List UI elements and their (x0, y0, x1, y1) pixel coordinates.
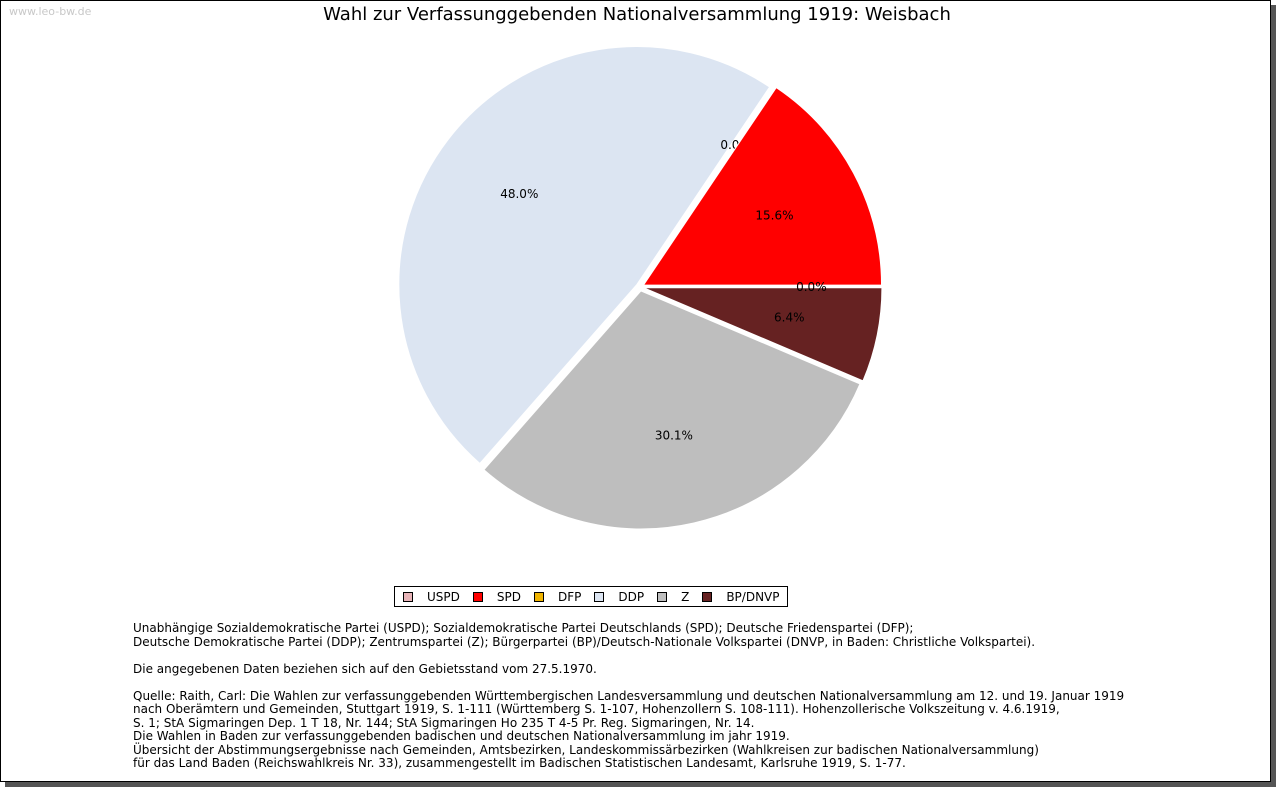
territory-note: Die angegebenen Daten beziehen sich auf … (133, 661, 597, 676)
pie-slice-ddp (398, 46, 771, 465)
legend-item-spd: SPD (472, 589, 521, 604)
pie-label-uspd: 0.0% (796, 280, 827, 294)
chart-title: Wahl zur Verfassunggebenden Nationalvers… (323, 4, 951, 25)
pie-label-spd: 15.6% (755, 208, 793, 222)
legend-label-uspd: USPD (427, 589, 460, 604)
legend-label-dfp: DFP (557, 589, 582, 604)
pie-label-z: 30.1% (655, 429, 693, 443)
legend-swatch-z (657, 591, 668, 602)
legend-label-bp-dnvp: BP/DNVP (726, 589, 780, 604)
legend-label-ddp: DDP (618, 589, 645, 604)
legend-swatch-uspd (403, 591, 413, 602)
legend-swatch-dfp (533, 591, 544, 602)
pie-slice-spd (642, 86, 883, 286)
watermark: www.leo-bw.de (9, 5, 92, 18)
legend-swatch-bp-dnvp (702, 591, 713, 602)
party-notes: Unabhängige Sozialdemokratische Partei (… (133, 621, 1036, 649)
legend-label-z: Z (681, 589, 690, 604)
legend-item-bp-dnvp: BP/DNVP (702, 589, 780, 604)
pie-chart: 6.4%30.1%48.0%0.0%15.6%0.0% (398, 46, 883, 530)
legend-item-z: Z (657, 590, 689, 604)
legend-item-dfp: DFP (533, 589, 582, 604)
legend-swatch-spd (472, 591, 483, 602)
legend: USPD SPD DFP DDP Z BP/DNVP (394, 586, 788, 607)
pie-label-ddp: 48.0% (500, 187, 538, 201)
pie-slice-bp-dnvp (643, 287, 883, 382)
legend-item-ddp: DDP (594, 590, 644, 604)
pie-slice-z (483, 290, 861, 530)
notes: Unabhängige Sozialdemokratische Partei (… (133, 621, 1125, 771)
legend-label-spd: SPD (496, 589, 521, 604)
source-note: Quelle: Raith, Carl: Die Wahlen zur verf… (133, 688, 1125, 770)
pie-label-bp-dnvp: 6.4% (774, 310, 805, 324)
legend-item-uspd: USPD (403, 590, 460, 604)
legend-swatch-ddp (594, 591, 605, 602)
